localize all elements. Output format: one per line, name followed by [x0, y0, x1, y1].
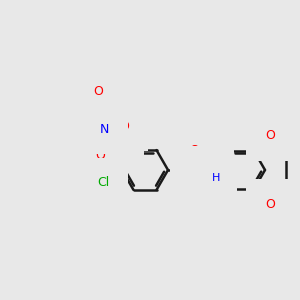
Text: O: O	[94, 85, 103, 98]
Text: O: O	[265, 198, 275, 211]
Text: O: O	[189, 145, 199, 158]
Text: Cl: Cl	[97, 176, 109, 190]
Text: N: N	[100, 123, 109, 136]
Text: O: O	[265, 129, 275, 142]
Text: N: N	[206, 164, 216, 178]
Text: O: O	[96, 148, 105, 162]
Text: H: H	[212, 173, 220, 183]
Text: S: S	[114, 138, 123, 152]
Text: O: O	[120, 120, 129, 133]
